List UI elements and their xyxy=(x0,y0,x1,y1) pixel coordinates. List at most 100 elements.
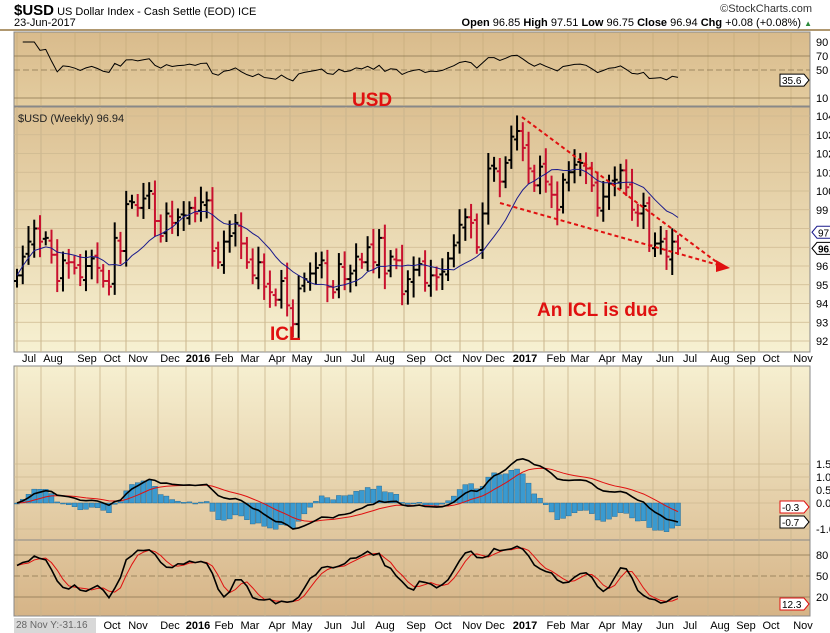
macd-histogram-bar xyxy=(221,502,227,521)
macd-histogram-bar xyxy=(307,502,313,508)
x-tick-label: Oct xyxy=(434,353,451,365)
price-bar xyxy=(485,152,492,225)
macd-histogram-bar xyxy=(364,487,371,504)
macd-histogram-bar xyxy=(83,502,89,510)
macd-histogram-bar xyxy=(606,502,612,520)
macd-histogram-bar xyxy=(37,489,43,504)
ohlc-summary: Open 96.85 High 97.51 Low 96.75 Close 96… xyxy=(462,17,812,29)
price-bar xyxy=(289,299,296,338)
macd-histogram-bar xyxy=(89,502,95,508)
x-tick-label: Apr xyxy=(268,353,285,365)
macd-histogram-bar xyxy=(66,502,72,505)
symbol: $USD xyxy=(14,2,55,19)
price-bar xyxy=(652,232,659,257)
macd-histogram-bar xyxy=(106,502,112,513)
x-tick-label: 2017 xyxy=(513,620,537,632)
macd-histogram-bar xyxy=(468,483,474,504)
price-bar xyxy=(318,251,325,279)
macd-histogram-bar xyxy=(359,490,365,504)
x-tick-label: Oct xyxy=(762,353,779,365)
macd-histogram-bar xyxy=(301,502,308,515)
price-bar xyxy=(565,161,572,192)
brand-watermark: ©StockCharts.com xyxy=(720,3,812,15)
price-bar xyxy=(215,241,222,269)
macd-histogram-bar xyxy=(669,502,675,529)
price-bar xyxy=(209,187,216,267)
price-bar xyxy=(111,222,118,295)
price-bar xyxy=(387,250,394,278)
x-tick-label: Aug xyxy=(710,353,730,365)
open-value: 96.85 xyxy=(492,17,521,29)
macd-histogram-bar xyxy=(537,497,543,504)
y-tick-label: 93 xyxy=(816,317,828,329)
x-tick-label: Feb xyxy=(547,353,566,365)
price-bar xyxy=(169,200,176,234)
macd-histogram-bar xyxy=(255,502,262,524)
x-tick-label: Feb xyxy=(547,620,566,632)
macd-histogram-bar xyxy=(646,502,652,528)
price-bar xyxy=(295,275,302,340)
price-bar xyxy=(312,252,319,285)
x-tick-label: Nov xyxy=(462,620,482,632)
y-tick-label: 20 xyxy=(816,592,828,604)
value-tag-box xyxy=(779,597,810,611)
macd-histogram-bar xyxy=(594,502,601,521)
price-bar xyxy=(404,270,411,305)
price-bar xyxy=(594,171,601,217)
price-bar xyxy=(335,253,342,299)
price-bar xyxy=(105,269,112,296)
price-bar xyxy=(548,175,555,209)
macd-histogram-bar xyxy=(416,502,423,504)
macd-histogram-bar xyxy=(209,502,216,512)
macd-histogram-bar xyxy=(318,495,325,504)
price-bar xyxy=(657,226,664,255)
x-tick-label: May xyxy=(622,353,643,365)
macd-histogram-bar xyxy=(163,495,170,504)
y-tick-label: 90 xyxy=(816,37,828,49)
macd-histogram-bar xyxy=(548,502,555,513)
x-tick-label: Apr xyxy=(598,620,615,632)
x-tick-label: Nov xyxy=(793,620,813,632)
x-tick-label: Sep xyxy=(736,353,756,365)
macd-histogram-bar xyxy=(238,502,244,517)
x-tick-label: Sep xyxy=(406,620,426,632)
macd-histogram-bar xyxy=(272,502,279,530)
macd-histogram-bar xyxy=(244,502,250,520)
macd-histogram-bar xyxy=(543,502,549,505)
x-tick-label: Dec xyxy=(485,620,505,632)
x-tick-label: Sep xyxy=(406,353,426,365)
annotation-icl: ICL xyxy=(270,324,301,345)
x-tick-label: 2016 xyxy=(186,353,210,365)
macd-histogram-bar xyxy=(439,502,446,505)
y-tick-label: 102 xyxy=(816,149,830,161)
macd-histogram-bar xyxy=(353,491,359,504)
instrument-name: US Dollar Index - Cash Settle (EOD) xyxy=(57,6,235,18)
macd-line xyxy=(16,458,679,530)
price-panel xyxy=(13,106,811,353)
price-bar xyxy=(19,245,26,285)
price-tag-text: 97.8 xyxy=(818,228,830,239)
macd-histogram-bar xyxy=(370,488,377,504)
price-bar xyxy=(462,208,469,241)
price-panel-label: $USD (Weekly) 96.94 xyxy=(18,113,125,125)
macd-histogram-bar xyxy=(376,485,382,504)
chg-label: Chg xyxy=(700,17,723,29)
trendline-lower xyxy=(499,202,723,267)
price-bar xyxy=(140,182,147,219)
x-tick-label: Jun xyxy=(656,620,674,632)
macd-histogram-bar xyxy=(175,500,181,504)
x-tick-label: Sep xyxy=(77,353,97,365)
low-value: 96.75 xyxy=(606,17,635,29)
close-label: Close xyxy=(637,17,668,29)
price-bar xyxy=(445,251,452,281)
x-tick-label: Mar xyxy=(571,353,590,365)
price-bar xyxy=(272,288,279,307)
moving-average-line xyxy=(16,168,679,289)
x-tick-label: Apr xyxy=(598,353,615,365)
macd-histogram-bar xyxy=(336,495,342,504)
macd-histogram-bar xyxy=(330,499,336,504)
price-bar xyxy=(266,270,273,308)
macd-histogram-bar xyxy=(198,501,204,504)
annotation-usd: USD xyxy=(352,90,393,111)
value-tag: 35.6 xyxy=(779,73,810,87)
